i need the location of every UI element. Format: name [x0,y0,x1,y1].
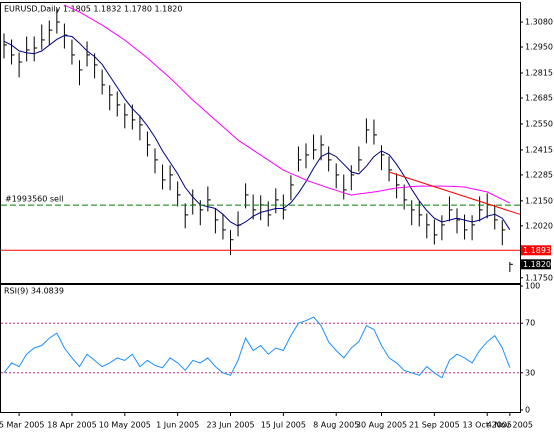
current-label: 1.1820 [523,260,551,269]
y-tick-label: 1.2020 [525,221,553,230]
trend-line [388,171,521,215]
y-tick-label: 30 [525,368,535,377]
x-tick-label: 8 Aug 2005 [313,421,359,430]
x-tick-label: 15 Jul 2005 [261,421,306,430]
rsi-panel [0,284,521,413]
y-tick-label: 70 [525,319,535,328]
y-tick-label: 0 [525,406,530,415]
y-tick-label: 1.2415 [525,145,553,154]
price-panel [0,2,521,284]
y-tick-label: 100 [525,282,540,291]
rsi-title: RSI(9) 34.0839 [4,287,64,296]
x-tick-label: 21 Sep 2005 [409,421,460,430]
y-tick-label: 1.2150 [525,196,553,205]
y-tick-label: 1.2685 [525,93,553,102]
current-tag [521,259,551,270]
y-tick-label: 1.2285 [525,170,553,179]
y-tick-label: 1.2815 [525,68,553,77]
series-line [3,34,511,230]
x-tick-label: 4 Nov 2005 [487,421,533,430]
x-tick-label: 23 Jun 2005 [206,421,254,430]
y-tick-label: 1.2950 [525,43,553,52]
x-tick-label: 30 Aug 2005 [356,421,407,430]
level-label: 1.1893 [523,246,551,255]
y-tick-label: 1.1750 [525,273,553,282]
y-tick-label: 1.2550 [525,119,553,128]
order-label: #1993560 sell [5,195,63,204]
series-line [3,316,511,379]
x-tick-label: 10 May 2005 [99,421,151,430]
y-tick-label: 1.3080 [525,18,553,27]
x-tick-label: 13 Oct 2005 [462,421,511,430]
level-tag [521,245,551,256]
series-line [64,4,511,204]
x-tick-label: 25 Mar 2005 [0,421,44,430]
chart-title: EURUSD,Daily 1.1805 1.1832 1.1780 1.1820 [4,5,183,14]
x-tick-label: 18 Apr 2005 [47,421,96,430]
x-tick-label: 1 Jun 2005 [156,421,199,430]
